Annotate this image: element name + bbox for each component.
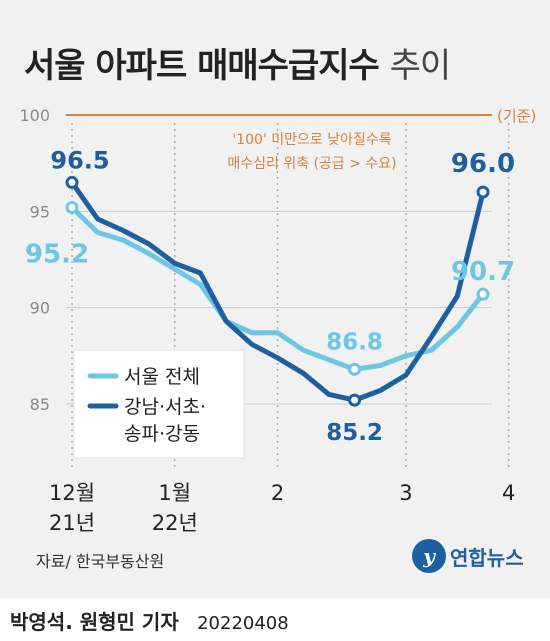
point-s0-i0 [65,200,79,214]
y-tick-label-95: 95 [30,202,50,221]
annotation-line-0: '100' 미만으로 낮아질수록 [232,132,391,148]
yonhap-logo: y 연합뉴스 [412,538,524,574]
series-line-1 [69,179,486,403]
grid: 100 95 90 85 [19,106,510,468]
data-labels: 95.2 86.8 90.7 96.5 85.2 96.0 [25,146,515,446]
footer: 박영석. 원형민 기자 20220408 [10,606,289,635]
y-tick-label-100: 100 [19,106,50,125]
data-label-s1-i11: 85.2 [326,420,383,446]
legend-label-1-1: 송파·강동 [124,423,200,445]
baseline: (기준) [66,107,536,125]
x-tick-label-0-1: 21년 [49,511,95,535]
source-note: 자료/ 한국부동산원 [36,552,165,571]
chart-title: 서울 아파트 매매수급지수 추이 [24,38,452,87]
data-label-s1-i16: 96.0 [451,149,515,179]
x-axis: 12월 21년 1월 22년 2 3 4 [49,481,515,535]
x-tick-label-4-1: 22년 [152,511,198,535]
logo-text: 연합뉴스 [450,545,524,570]
title-bold: 서울 아파트 매매수급지수 [24,46,380,86]
series-lines [69,179,486,403]
legend-label-0: 서울 전체 [124,366,200,388]
legend-label-1-0: 강남·서초· [124,396,206,418]
footer-date: 20220408 [197,613,289,634]
x-tick-label-4-0: 1월 [158,481,191,505]
data-label-s0-i16: 90.7 [451,257,515,287]
x-tick-label-17-0: 4 [502,481,515,505]
point-s1-i0 [65,175,79,189]
baseline-label: (기준) [497,107,536,125]
logo-badge-icon: y [412,539,446,573]
data-label-s1-i0: 96.5 [50,146,109,174]
y-tick-label-85: 85 [30,395,50,414]
data-label-s0-i11: 86.8 [326,329,383,355]
data-label-s0-i0: 95.2 [25,239,89,269]
y-tick-label-90: 90 [30,299,50,318]
x-tick-label-0-0: 12월 [49,481,95,505]
x-tick-label-13-0: 3 [399,481,412,505]
footer-author: 박영석. 원형민 기자 [10,610,179,634]
title-light: 추이 [389,46,452,86]
series-line-0 [69,205,486,372]
point-s0-i16 [476,287,490,301]
highlight-points [65,175,490,407]
point-s1-i11 [348,393,362,407]
point-s0-i11 [348,362,362,376]
point-s1-i16 [476,185,490,199]
annotation-line-1: 매수심리 위축 (공급 > 수요) [227,156,396,172]
x-tick-label-8-0: 2 [271,481,284,505]
